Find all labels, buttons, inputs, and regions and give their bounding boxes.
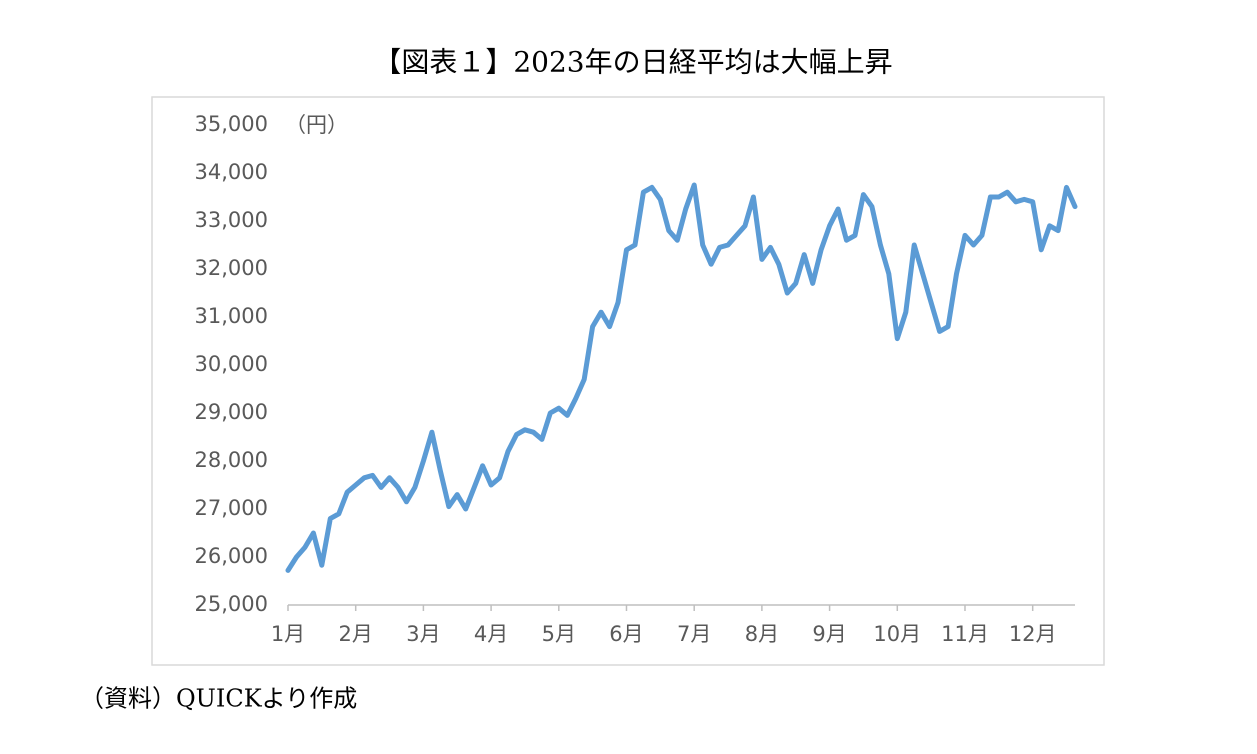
- y-tick-label: 32,000: [195, 256, 268, 280]
- x-tick-label: 1月: [271, 622, 305, 646]
- chart-title: 【図表１】2023年の日経平均は大幅上昇: [373, 46, 892, 79]
- x-tick-label: 8月: [745, 622, 779, 646]
- x-tick-label: 10月: [873, 622, 921, 646]
- y-tick-label: 31,000: [195, 304, 268, 328]
- x-tick-label: 4月: [474, 622, 508, 646]
- source-note: （資料）QUICKより作成: [80, 685, 357, 713]
- x-tick-label: 11月: [941, 622, 989, 646]
- x-tick-label: 6月: [609, 622, 643, 646]
- x-tick-label: 3月: [406, 622, 440, 646]
- x-tick-label: 5月: [542, 622, 576, 646]
- data-line: [285, 182, 1078, 573]
- y-tick-label: 28,000: [195, 448, 268, 472]
- y-tick-label: 35,000: [195, 112, 268, 136]
- y-tick-label: 34,000: [195, 160, 268, 184]
- x-tick-label: 7月: [677, 622, 711, 646]
- y-axis-label: （円）: [285, 113, 348, 137]
- y-tick-label: 29,000: [195, 400, 268, 424]
- y-tick-label: 25,000: [195, 592, 268, 616]
- y-tick-label: 26,000: [195, 544, 268, 568]
- x-tick-label: 12月: [1009, 622, 1057, 646]
- x-tick-label: 2月: [339, 622, 373, 646]
- y-tick-label: 30,000: [195, 352, 268, 376]
- y-tick-label: 33,000: [195, 208, 268, 232]
- y-tick-label: 27,000: [195, 496, 268, 520]
- plot-frame: [151, 96, 1105, 666]
- x-tick-label: 9月: [812, 622, 846, 646]
